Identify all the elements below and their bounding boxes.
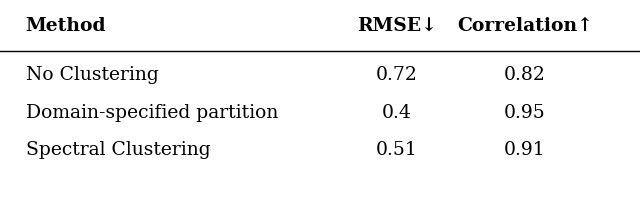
Text: 0.72: 0.72	[376, 66, 418, 84]
Text: Spectral Clustering: Spectral Clustering	[26, 142, 210, 159]
Text: Method: Method	[26, 17, 106, 35]
Text: Domain-specified partition: Domain-specified partition	[26, 104, 278, 122]
Text: No Clustering: No Clustering	[26, 66, 158, 84]
Text: 0.82: 0.82	[504, 66, 546, 84]
Text: 0.51: 0.51	[376, 142, 418, 159]
Text: 0.91: 0.91	[504, 142, 546, 159]
Text: 0.95: 0.95	[504, 104, 546, 122]
Text: 0.4: 0.4	[382, 104, 412, 122]
Text: RMSE↓: RMSE↓	[357, 17, 436, 35]
Text: Correlation↑: Correlation↑	[457, 17, 593, 35]
